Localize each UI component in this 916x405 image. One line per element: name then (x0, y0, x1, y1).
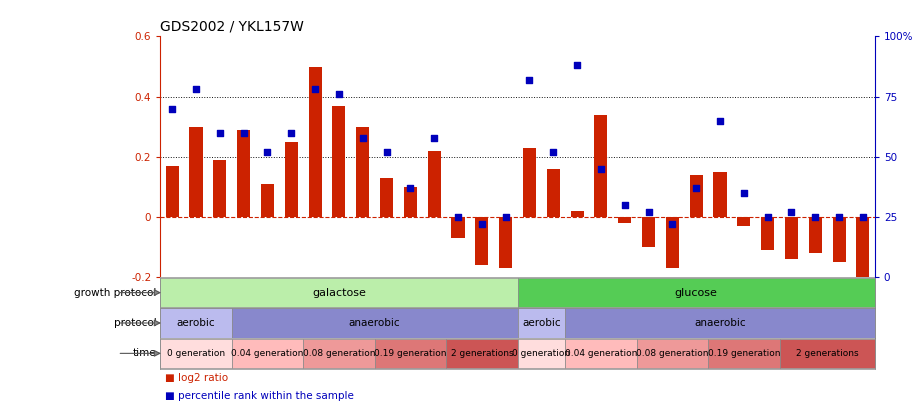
Text: glucose: glucose (675, 288, 717, 298)
Point (236, 130, 251, 136)
Point (617, 202, 632, 209)
Point (665, 221, 680, 228)
Bar (708, 339, 780, 368)
Bar (499, 217, 512, 269)
Point (713, 117, 727, 124)
Text: 0 generation: 0 generation (512, 349, 571, 358)
Text: 0.04 generation: 0.04 generation (564, 349, 638, 358)
Point (427, 134, 442, 141)
Point (474, 221, 489, 228)
Text: aerobic: aerobic (177, 318, 215, 328)
Bar (166, 166, 179, 217)
Bar (642, 217, 655, 247)
Bar (160, 309, 232, 338)
Point (808, 214, 823, 220)
Bar (356, 127, 369, 217)
Bar (809, 217, 822, 254)
Bar (213, 160, 226, 217)
Bar (780, 339, 875, 368)
Text: 0.19 generation: 0.19 generation (707, 349, 780, 358)
Point (451, 214, 465, 220)
Text: 0.08 generation: 0.08 generation (302, 349, 376, 358)
Bar (571, 211, 583, 217)
Bar (547, 169, 560, 217)
Bar (666, 217, 679, 269)
Bar (237, 130, 250, 217)
Bar (856, 217, 869, 292)
Bar (375, 339, 446, 368)
Text: 0.19 generation: 0.19 generation (374, 349, 447, 358)
Point (594, 166, 608, 172)
Point (355, 134, 370, 141)
Point (379, 149, 394, 156)
Point (403, 185, 418, 192)
Bar (518, 309, 565, 338)
Bar (565, 309, 875, 338)
Bar (565, 339, 637, 368)
Text: ■ percentile rank within the sample: ■ percentile rank within the sample (165, 391, 354, 401)
Bar (160, 339, 232, 368)
Point (736, 190, 751, 196)
Bar (428, 151, 441, 217)
Point (689, 185, 703, 192)
Text: 2 generations: 2 generations (451, 349, 513, 358)
Text: growth protocol: growth protocol (74, 288, 157, 298)
Point (522, 77, 537, 83)
Bar (761, 217, 774, 250)
Text: GDS2002 / YKL157W: GDS2002 / YKL157W (160, 20, 304, 34)
Text: galactose: galactose (312, 288, 365, 298)
Bar (518, 278, 875, 307)
Bar (618, 217, 631, 223)
Point (189, 86, 203, 93)
Bar (446, 339, 518, 368)
Point (498, 214, 513, 220)
Bar (690, 175, 703, 217)
Bar (518, 339, 565, 368)
Point (832, 214, 846, 220)
Point (546, 149, 561, 156)
Bar (523, 148, 536, 217)
Point (570, 62, 584, 68)
Point (332, 91, 346, 98)
Bar (160, 278, 518, 307)
Point (308, 86, 322, 93)
Bar (303, 339, 375, 368)
Bar (333, 106, 345, 217)
Bar (785, 217, 798, 259)
Point (856, 214, 870, 220)
Bar (475, 217, 488, 265)
Point (165, 106, 180, 112)
Bar (380, 178, 393, 217)
Bar (737, 217, 750, 226)
Text: aerobic: aerobic (522, 318, 561, 328)
Point (760, 214, 775, 220)
Text: anaerobic: anaerobic (694, 318, 746, 328)
Bar (594, 115, 607, 217)
Bar (637, 339, 708, 368)
Text: time: time (133, 348, 157, 358)
Bar (714, 172, 726, 217)
Bar (232, 309, 518, 338)
Bar (452, 217, 464, 238)
Text: anaerobic: anaerobic (349, 318, 400, 328)
Point (284, 130, 299, 136)
Bar (833, 217, 845, 262)
Text: ■ log2 ratio: ■ log2 ratio (165, 373, 228, 383)
Point (213, 130, 227, 136)
Bar (404, 187, 417, 217)
Text: protocol: protocol (114, 318, 157, 328)
Text: 0 generation: 0 generation (167, 349, 225, 358)
Bar (190, 127, 202, 217)
Text: 0.08 generation: 0.08 generation (636, 349, 709, 358)
Bar (232, 339, 303, 368)
Text: 0.04 generation: 0.04 generation (231, 349, 304, 358)
Bar (261, 184, 274, 217)
Bar (309, 66, 322, 217)
Point (784, 209, 799, 215)
Text: 2 generations: 2 generations (796, 349, 858, 358)
Point (641, 209, 656, 215)
Bar (285, 142, 298, 217)
Point (260, 149, 275, 156)
